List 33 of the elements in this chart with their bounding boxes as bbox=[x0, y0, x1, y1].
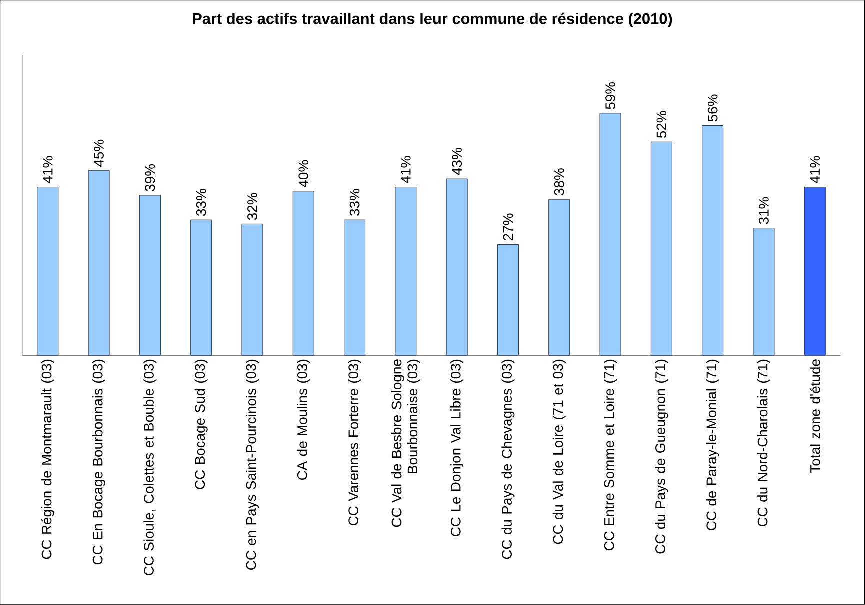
data-label: 41% bbox=[42, 156, 53, 184]
x-tick-label: CC Entre Somme et Loire (71) bbox=[604, 360, 618, 551]
data-label: 33% bbox=[196, 189, 206, 216]
x-tick-label: CC Sioule, Colettes et Bouble (03) bbox=[144, 360, 157, 576]
x-tick-label: Total zone d'étude bbox=[810, 360, 820, 474]
data-label: 56% bbox=[708, 94, 718, 122]
data-label: 45% bbox=[94, 140, 104, 168]
x-tick-label: CC Varennes Forterre (03) bbox=[348, 360, 362, 526]
x-tick-label: CC de Paray-le-Monial (71) bbox=[706, 360, 720, 530]
data-label: 31% bbox=[759, 197, 769, 224]
chart-title: Part des actifs travaillant dans leur commune de résidence (2010) bbox=[193, 12, 672, 28]
data-label: 39% bbox=[145, 164, 156, 192]
x-tick-label: CC du Nord-Charolais (71) bbox=[757, 360, 770, 527]
x-tick-label: CC du Pays de Chevagnes (03) bbox=[502, 360, 515, 560]
x-tick-label: CC du Val de Loire (71 et 03) bbox=[552, 360, 566, 544]
x-tick-label: CC Le Donjon Val Libre (03) bbox=[450, 360, 464, 536]
data-label: 41% bbox=[401, 156, 411, 184]
data-label: 32% bbox=[248, 193, 258, 220]
x-tick-label: CC En Bocage Bourbonnais (03) bbox=[92, 360, 106, 565]
x-tick-label: CC du Pays de Gueugnon (71) bbox=[655, 360, 668, 554]
data-label: 38% bbox=[554, 168, 564, 196]
x-tick-label: CA de Moulins (03) bbox=[297, 360, 310, 480]
x-tick-label: CC Val de Besbre Sologne Bourbonnaise (03) bbox=[391, 360, 420, 528]
x-tick-label: CC Bocage Sud (03) bbox=[194, 360, 208, 490]
data-label: 27% bbox=[503, 214, 514, 241]
data-label: 52% bbox=[656, 111, 667, 138]
data-label: 40% bbox=[298, 160, 309, 188]
data-label: 59% bbox=[606, 82, 616, 110]
x-tick-label: CC Région de Montmarault (03) bbox=[41, 360, 54, 560]
data-label: 33% bbox=[350, 189, 360, 216]
x-tick-label: CC en Pays Saint-Pourcinois (03) bbox=[246, 360, 259, 570]
data-label: 41% bbox=[810, 156, 820, 184]
data-label: 43% bbox=[452, 148, 462, 176]
